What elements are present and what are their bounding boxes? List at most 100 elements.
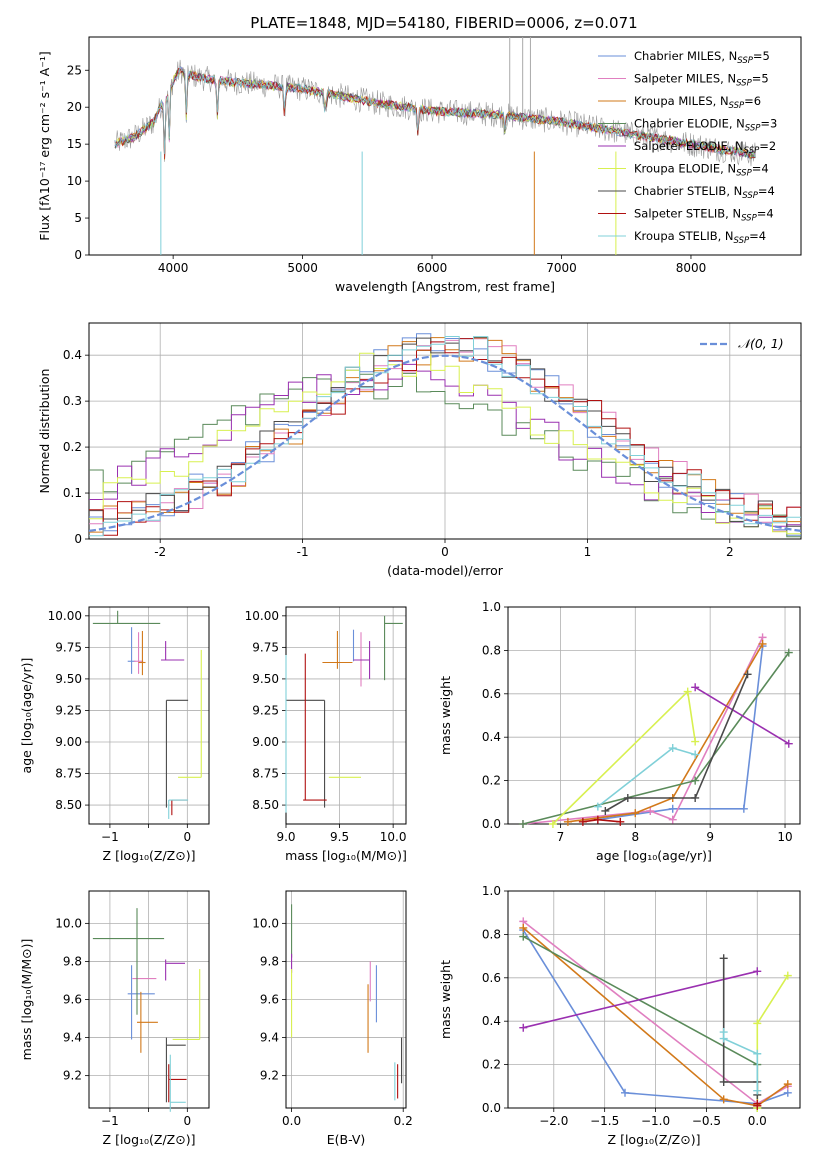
- legend-label: Chabrier ELODIE, NSSP=3: [634, 117, 777, 134]
- mass-weight-marker: [519, 1023, 528, 1032]
- mass-weight-marker: [593, 815, 602, 824]
- panel-spectrum: 4000 5000 6000 7000 8000 0 5 10 15 20 25 wavelength…: [37, 36, 802, 294]
- x-tick-label: 0: [184, 1114, 192, 1128]
- legend-label-name: Chabrier ELODIE, N: [634, 117, 745, 131]
- legend-label: Kroupa STELIB, NSSP=4: [634, 229, 766, 246]
- panel-age-vs-metallicity: −1 0 8.50 8.75 9.00 9.25 9.50 9.75 10.00 Z [log₁₀…: [19, 606, 210, 863]
- y-tick-label: 0.6: [482, 971, 501, 985]
- x-tick-label: 0.2: [394, 1114, 413, 1128]
- legend-label-sub: SSP: [744, 146, 760, 156]
- mass-weight-marker: [623, 793, 632, 802]
- axes-frame: [285, 890, 407, 1109]
- panel-mass-weight-vs-metallicity: −2.0 −1.5 −1.0 −0.5 0.0 0.0 0.2 0.4 0.6 0.8 1.0 Z […: [438, 884, 801, 1147]
- y-tick-label: 1.0: [482, 884, 501, 898]
- y-tick-label: 9.8: [260, 954, 279, 968]
- errorbar-point: [353, 641, 371, 679]
- x-tick-label: 6000: [417, 261, 448, 275]
- x-tick-label: −1: [101, 830, 119, 844]
- x-tick-label: −1.5: [590, 1114, 619, 1128]
- x-tick-label: 8: [631, 830, 639, 844]
- mass-weight-marker: [548, 820, 557, 828]
- x-tick-label: −2.0: [539, 1114, 568, 1128]
- legend-label-sub: SSP: [737, 56, 753, 66]
- spectrum-lines: [114, 37, 756, 255]
- y-axis-label: Normed distribution: [37, 369, 52, 494]
- legend-label-name: Salpeter MILES, N: [634, 72, 736, 86]
- legend-label-sub: SSP: [734, 236, 750, 246]
- y-tick-label: 9.00: [252, 735, 279, 749]
- legend-label-count: =4: [749, 229, 766, 243]
- spectrum-model-line: [114, 65, 756, 158]
- legend-label-count: =6: [744, 94, 761, 108]
- mass-weight-marker: [519, 923, 528, 932]
- panel-mass-weight-vs-age: 7 8 9 10 0.0 0.2 0.4 0.6 0.8 1.0 age [log₁₀(age/yr…: [438, 600, 801, 863]
- y-tick-label: 9.25: [55, 703, 82, 717]
- legend-label-sub: SSP: [736, 169, 752, 179]
- x-tick-label: 5000: [287, 261, 318, 275]
- mass-weight-marker: [753, 967, 762, 976]
- y-tick-label: 0.2: [482, 774, 501, 788]
- mass-weight-line: [522, 637, 764, 825]
- legend-label: Salpeter MILES, NSSP=5: [634, 72, 769, 89]
- y-tick-label: 20: [67, 100, 82, 114]
- figure-title: PLATE=1848, MJD=54180, FIBERID=0006, z=0…: [250, 14, 637, 32]
- y-tick-label: 9.2: [63, 1069, 82, 1083]
- x-tick-label: −1: [101, 1114, 119, 1128]
- legend-label: Salpeter STELIB, NSSP=4: [634, 207, 774, 224]
- x-tick-label: 2: [726, 545, 734, 559]
- errorbar-point: [172, 969, 201, 1041]
- mass-weight-line: [567, 643, 764, 823]
- errorbar-point: [133, 632, 144, 674]
- legend-label-sub: SSP: [742, 191, 758, 201]
- y-tick-label: 9.75: [252, 640, 279, 654]
- legend-label-name: Salpeter ELODIE, N: [634, 139, 744, 153]
- mass-weight-marker: [616, 817, 625, 826]
- legend-label-name: Chabrier STELIB, N: [634, 184, 742, 198]
- mass-weight-marker: [691, 776, 700, 785]
- mass-weight-marker: [519, 932, 528, 941]
- x-tick-label: -1: [297, 545, 309, 559]
- y-tick-label: 0.4: [63, 348, 82, 362]
- legend-label-count: =5: [753, 49, 770, 63]
- y-tick-label: 9.75: [55, 640, 82, 654]
- histogram-steps: [89, 333, 801, 538]
- y-tick-label: 10.0: [252, 916, 279, 930]
- legend-label-name: Chabrier MILES, N: [634, 49, 737, 63]
- x-tick-label: 10: [777, 830, 792, 844]
- mass-weight-series: [593, 744, 700, 811]
- x-tick-label: 0.0: [282, 1114, 301, 1128]
- y-tick-label: 9.6: [260, 993, 279, 1007]
- y-tick-label: 9.6: [63, 993, 82, 1007]
- y-axis-label: Flux [fλ10⁻¹⁷ erg cm⁻² s⁻¹ A⁻¹]: [37, 51, 52, 240]
- legend-label-sub: SSP: [729, 101, 745, 111]
- y-axis-label: age [log₁₀(age/yr)]: [19, 658, 34, 774]
- x-tick-label: -2: [154, 545, 166, 559]
- x-tick-label: −0.5: [692, 1114, 721, 1128]
- y-tick-label: 0.1: [63, 486, 82, 500]
- legend-label-count: =2: [759, 139, 776, 153]
- errorbar-point: [92, 610, 161, 624]
- x-tick-label: 9.5: [330, 830, 349, 844]
- mass-weight-marker: [753, 1086, 762, 1095]
- y-tick-label: 0.8: [482, 643, 501, 657]
- y-tick-label: 0.3: [63, 394, 82, 408]
- errorbar-point: [171, 799, 188, 816]
- histogram-series: [89, 372, 801, 538]
- mass-weight-series: [593, 642, 767, 824]
- legend-label: Chabrier STELIB, NSSP=4: [634, 184, 775, 201]
- mass-weight-marker: [753, 1099, 762, 1108]
- x-axis-label: Z [log₁₀(Z/Z⊙)]: [103, 848, 196, 863]
- mass-weight-marker: [691, 750, 700, 759]
- errorbar-point: [168, 1064, 187, 1103]
- axes-frame: [507, 890, 801, 1109]
- errorbar-point: [303, 653, 327, 801]
- mass-weight-marker: [719, 1095, 728, 1104]
- panel-age-vs-mass: 9.0 9.5 10.0 8.50 8.75 9.00 9.25 9.50 9.75 10.00 m…: [245, 606, 407, 863]
- mass-weight-marker: [719, 1034, 728, 1043]
- mass-weight-series: [601, 670, 752, 815]
- axes-frame: [285, 606, 407, 825]
- y-tick-label: 15: [67, 137, 82, 151]
- mass-weight-line: [522, 929, 789, 1105]
